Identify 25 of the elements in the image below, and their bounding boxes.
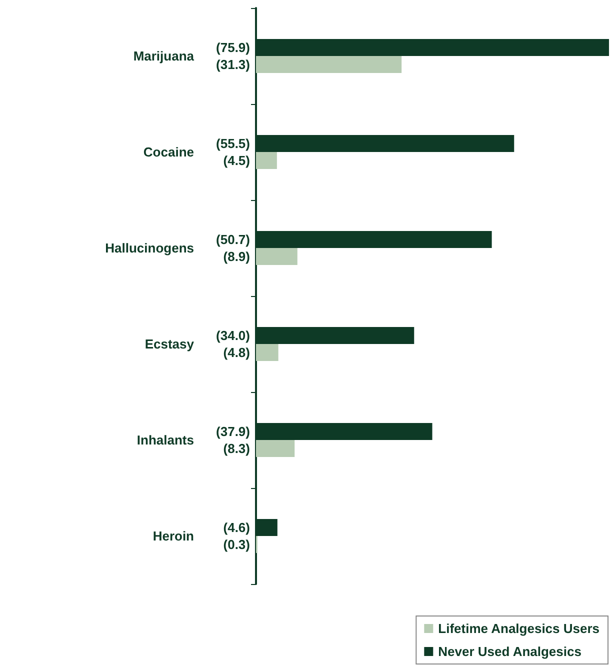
data-label: (8.3) [223,441,250,456]
data-label: (34.0) [216,328,250,343]
y-tick-label: Inhalants [136,432,194,448]
bar [256,152,277,169]
data-label: (31.3) [216,57,250,72]
data-label: (4.6) [223,520,250,535]
data-label: (4.8) [223,345,250,360]
y-tick-label: Heroin [152,528,194,544]
y-tick-label: Ecstasy [144,336,195,352]
y-tick-label: Cocaine [143,144,194,160]
data-label: (55.5) [216,136,250,151]
legend-label: Lifetime Analgesics Users [438,621,600,636]
bar [256,440,295,457]
data-label: (37.9) [216,424,250,439]
legend-label: Never Used Analgesics [438,644,582,659]
data-label: (50.7) [216,232,250,247]
y-tick-label: Marijuana [133,48,195,64]
data-label: (0.3) [223,537,250,552]
data-label: (75.9) [216,40,250,55]
y-tick-label: Hallucinogens [105,240,194,256]
bar [256,56,402,73]
data-label: (8.9) [223,249,250,264]
bar [256,248,298,265]
bar [256,344,278,361]
data-label: (4.5) [223,153,250,168]
